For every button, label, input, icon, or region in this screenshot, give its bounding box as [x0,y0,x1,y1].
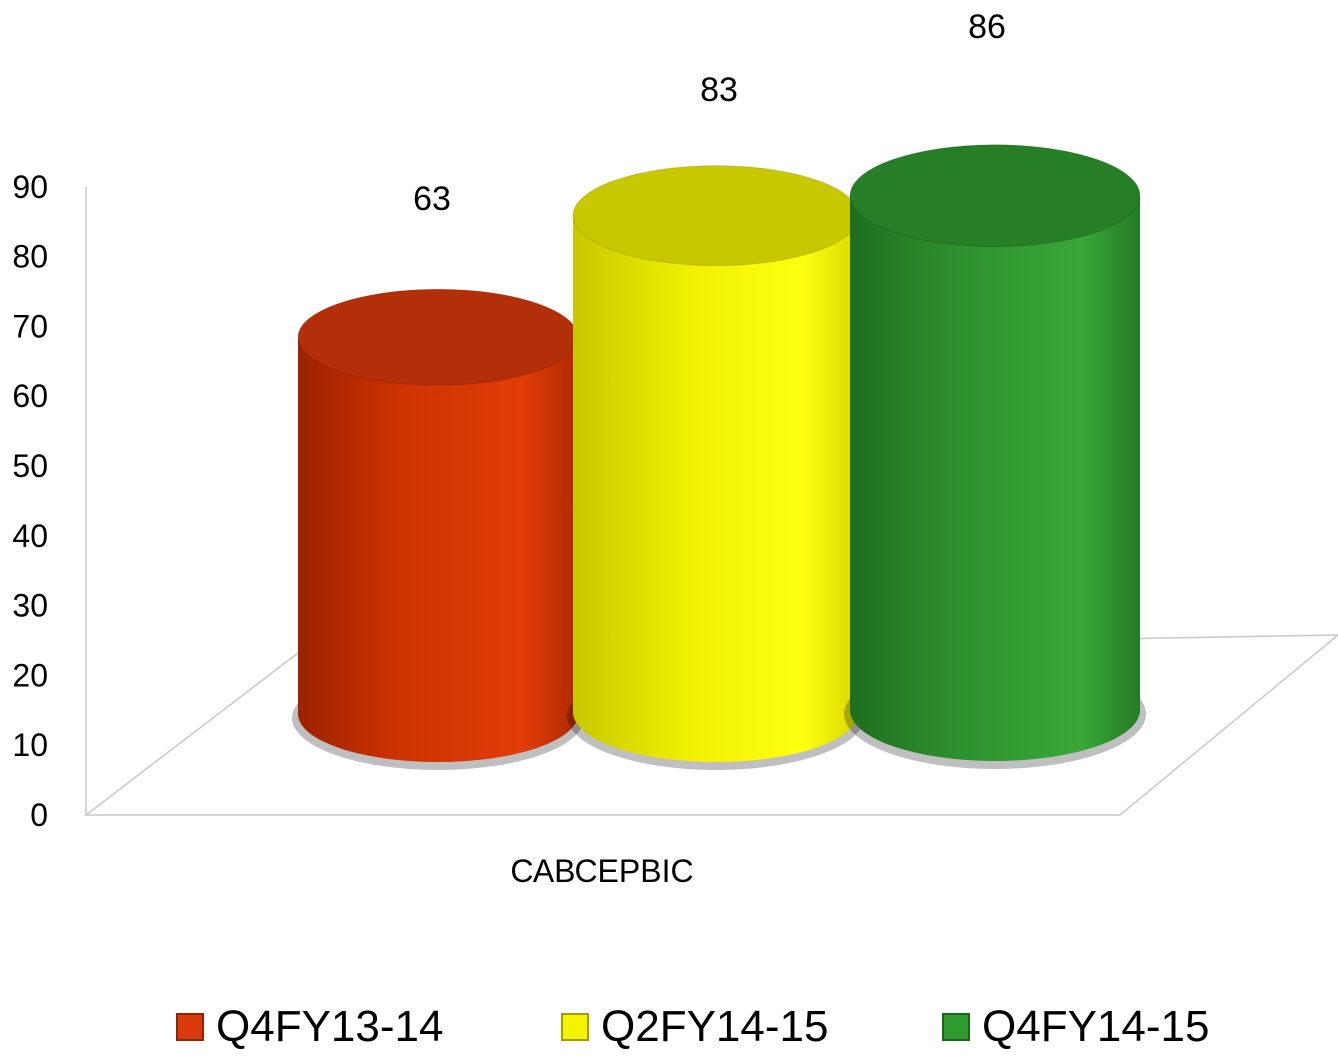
legend-swatch [942,1013,970,1041]
chart-bars [292,144,1146,770]
bar-body [298,337,578,762]
y-tick-label: 60 [12,378,48,414]
y-tick-label: 20 [12,657,48,693]
legend-label: Q4FY14-15 [982,1002,1210,1051]
y-tick-label: 50 [12,448,48,484]
chart-axes: 0 10 20 30 40 50 60 70 80 90 САВСЕРВІС [12,169,1338,889]
chart: 0 10 20 30 40 50 60 70 80 90 САВСЕРВІС 63 83 86 [12,8,1338,889]
legend-label: Q4FY13-14 [216,1002,444,1051]
chart-labels: 63 83 86 [413,8,1006,218]
floor-outline [83,634,1338,816]
bar [292,288,584,770]
y-tick-label: 90 [12,169,48,205]
data-label: 63 [413,180,451,218]
x-category-label: САВСЕРВІС [510,853,693,889]
legend-item: Q2FY14-15 [561,1002,828,1052]
legend-item: Q4FY14-15 [942,1002,1209,1052]
bar [844,144,1146,769]
legend-swatch [561,1013,589,1041]
chart-legend: Q4FY13-14 Q2FY14-15 Q4FY14-15 [0,1002,1338,1062]
data-label: 86 [968,8,1006,46]
bar-body [850,195,1140,762]
y-tick-label: 30 [12,588,48,624]
legend-swatch [176,1013,204,1041]
bar-top-shade [298,289,578,386]
legend-label: Q2FY14-15 [601,1002,829,1051]
bar-top-shade [573,165,859,266]
y-tick-label: 40 [12,518,48,554]
bar-top-shade [850,144,1140,247]
y-tick-label: 80 [12,239,48,275]
data-label: 83 [700,71,738,109]
y-tick-label: 0 [30,797,48,833]
y-tick-label: 10 [12,727,48,763]
y-tick-label: 70 [12,308,48,344]
bar [567,165,865,770]
bar-body [573,215,859,762]
bar-top [849,144,1141,248]
legend-item: Q4FY13-14 [176,1002,443,1052]
